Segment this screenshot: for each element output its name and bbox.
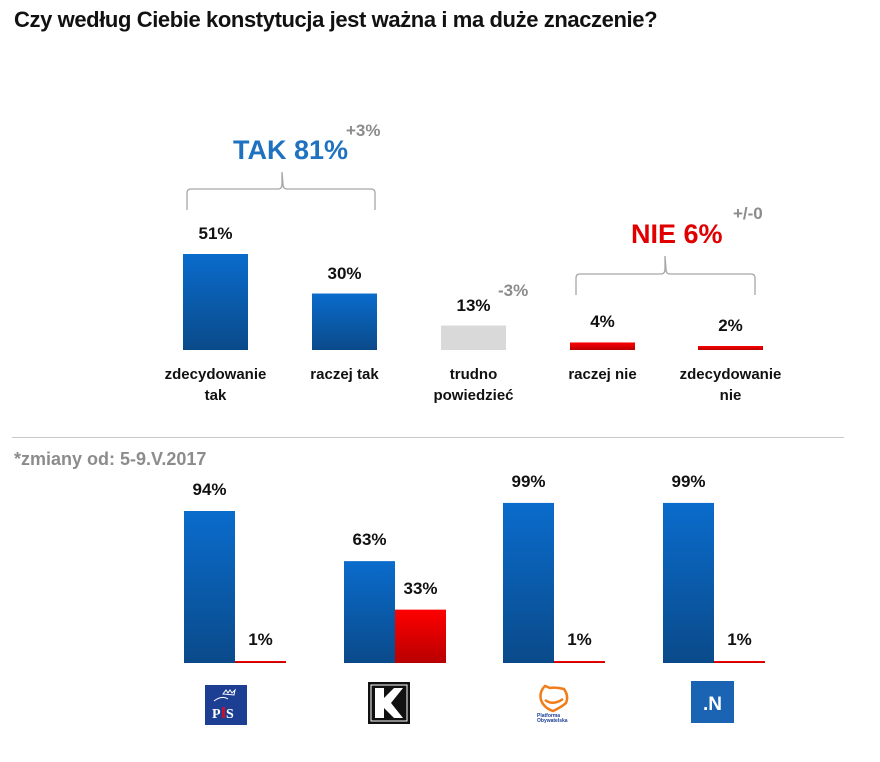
bar-nie-3 xyxy=(714,661,765,663)
nie-brace xyxy=(575,255,756,295)
category-label-line: raczej tak xyxy=(310,366,379,383)
bar-trudno-powiedzieć xyxy=(441,325,506,350)
value-label: 13% xyxy=(456,295,491,315)
value-label: 1% xyxy=(248,630,273,649)
tak-total-label: TAK 81% xyxy=(233,135,349,165)
value-label: 99% xyxy=(511,471,546,491)
bar-raczej-tak xyxy=(312,293,377,350)
bar-nie-1 xyxy=(395,609,446,663)
trudno-change-label: -3% xyxy=(498,281,529,300)
nie-change-label: +/-0 xyxy=(733,204,763,223)
value-label: 1% xyxy=(727,630,752,649)
changes-note: *zmiany od: 5-9.V.2017 xyxy=(14,449,207,469)
value-label: 1% xyxy=(567,630,592,649)
svg-text:.N: .N xyxy=(703,694,722,715)
svg-text:Obywatelska: Obywatelska xyxy=(537,718,568,724)
svg-text:Platforma: Platforma xyxy=(537,713,560,719)
category-label: zdecydowanie tak xyxy=(146,364,286,406)
category-label-line: raczej nie xyxy=(568,366,637,383)
value-label: 99% xyxy=(671,471,706,491)
svg-text:P: P xyxy=(212,707,221,722)
value-label: 33% xyxy=(403,578,438,598)
svg-text:S: S xyxy=(226,707,234,722)
category-label: raczej tak xyxy=(275,364,415,385)
chart-title: Czy według Ciebie konstytucja jest ważna… xyxy=(14,7,658,32)
category-label: zdecydowanie nie xyxy=(661,364,801,406)
category-label-line: zdecydowanie xyxy=(679,366,782,383)
bar-nie-2 xyxy=(554,661,605,663)
value-label: 63% xyxy=(352,530,387,550)
category-label-line: powiedzieć xyxy=(433,387,514,404)
pis-logo: P S xyxy=(205,685,247,725)
tak-brace xyxy=(186,171,376,210)
bar-nie-0 xyxy=(235,661,286,663)
value-label: 4% xyxy=(590,312,615,332)
bar-zdecydowanie-tak xyxy=(183,254,248,350)
nie-total-label: NIE 6% xyxy=(631,219,723,249)
tak-change-label: +3% xyxy=(346,121,381,140)
value-label: 30% xyxy=(327,263,362,283)
category-label-line: zdecydowanie xyxy=(164,366,267,383)
section-divider xyxy=(12,437,844,438)
category-label: raczej nie xyxy=(533,364,673,385)
value-label: 2% xyxy=(718,316,743,335)
category-label: trudno powiedzieć xyxy=(404,364,544,406)
kukiz-logo xyxy=(368,682,410,724)
bar-tak-3 xyxy=(663,502,714,663)
value-label: 51% xyxy=(198,224,233,243)
nowoczesna-logo: .N xyxy=(691,681,734,723)
po-logo: Platforma Obywatelska xyxy=(537,684,569,724)
bar-zdecydowanie-nie xyxy=(698,346,763,350)
bar-tak-0 xyxy=(184,511,235,663)
category-label-line: trudno xyxy=(449,366,498,383)
bar-raczej-nie xyxy=(570,342,635,350)
category-label-line: tak xyxy=(204,387,227,404)
category-label-line: nie xyxy=(719,387,742,404)
bar-tak-2 xyxy=(503,502,554,663)
value-label: 94% xyxy=(192,480,227,499)
bar-tak-1 xyxy=(344,561,395,663)
